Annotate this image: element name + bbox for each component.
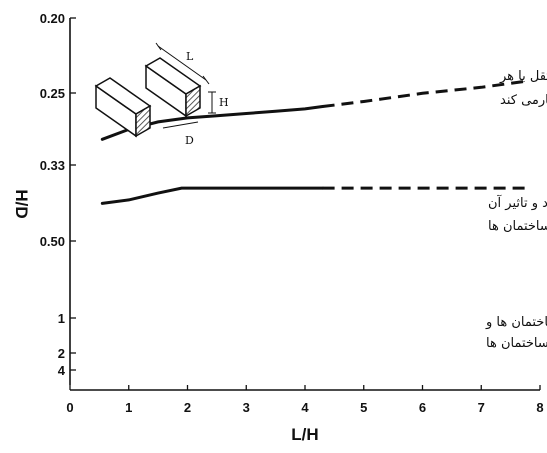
x-tick-label: 0: [66, 400, 73, 415]
building-right: [144, 57, 202, 118]
annotations: ۱) جریان باد به صورت مستقل با هر ساختمان …: [485, 69, 547, 351]
x-tick-label: 3: [243, 400, 250, 415]
dim-label-depth: D: [185, 134, 194, 147]
y-tick-label: 2: [58, 346, 65, 361]
dim-label-length: L: [186, 50, 194, 63]
buildings-inset-icon: L H D: [94, 42, 229, 147]
dim-tick-length: [202, 75, 210, 85]
y-tick-label: 1: [58, 311, 65, 326]
dim-line-length: [157, 45, 207, 81]
x-tick-label: 2: [184, 400, 191, 415]
dim-label-height: H: [219, 96, 229, 109]
annotation-2-line-1: ۲) تداخل جریان باد و تاثیر آن: [488, 194, 547, 211]
annotation-2-line-2: روی سقف ساختمان ها: [488, 219, 547, 234]
annotation-3-line-1: ۳) عبور جریان از روی سقف ساختمان ها و: [485, 315, 547, 330]
y-tick-label: 0.25: [40, 86, 65, 101]
axes: [69, 18, 540, 391]
y-axis-title: H/D: [12, 189, 31, 218]
x-tick-label: 1: [125, 400, 132, 415]
x-tick-label: 6: [419, 400, 426, 415]
x-tick-label: 8: [536, 400, 543, 415]
x-tick-label: 7: [478, 400, 485, 415]
x-axis-title: L/H: [291, 425, 318, 444]
building-left: [94, 77, 152, 138]
series-2-solid-line: [100, 186, 325, 205]
x-tick-label: 4: [301, 400, 309, 415]
tick-labels: 0 1 2 3 4 5 6 7 8 0.20 0.25 0.33 0.50 1 2 4 L/H H/D: [12, 11, 544, 444]
y-tick-label: 4: [58, 363, 66, 378]
y-tick-label: 0.33: [40, 158, 65, 173]
annotation-3-line-2: کمترین برخورد در فاصله بین ساختمان ها: [486, 336, 547, 351]
series-1-dashed-line: [322, 79, 529, 108]
box-end: [185, 84, 201, 118]
annotation-1-line-1: ۱) جریان باد به صورت مستقل با هر: [499, 69, 547, 84]
y-tick-label: 0.20: [40, 11, 65, 26]
y-tick-label: 0.50: [40, 234, 65, 249]
dim-line-depth: [162, 121, 199, 129]
annotation-1-line-2: ساختمان رفتارمی کند: [500, 93, 547, 108]
x-tick-label: 5: [360, 400, 367, 415]
box-end: [135, 104, 151, 138]
dim-tick-length: [155, 42, 162, 51]
